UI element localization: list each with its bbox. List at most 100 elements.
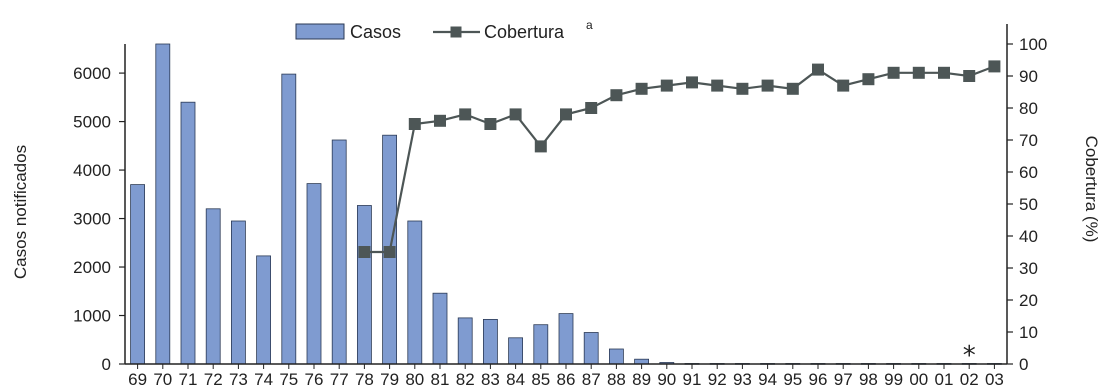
cobertura-point-97	[837, 79, 850, 92]
y-axis-title: Casos notificados	[11, 145, 30, 279]
legend: Casos Cobertura a	[295, 18, 593, 42]
x-tick-label-69: 69	[128, 370, 147, 389]
x-tick-label-89: 89	[632, 370, 651, 389]
cobertura-point-85	[534, 140, 547, 153]
cobertura-point-88	[610, 89, 623, 102]
cobertura-point-91	[686, 76, 698, 89]
x-tick-label-88: 88	[607, 370, 626, 389]
bar-70	[155, 43, 171, 365]
cobertura-point-81	[434, 114, 446, 127]
x-tick-label-84: 84	[506, 370, 525, 389]
y2-axis-title: Cobertura (%)	[1082, 136, 1101, 243]
bar-75	[281, 73, 297, 365]
bar-80	[407, 220, 423, 365]
bar-86	[558, 313, 574, 365]
legend-cobertura-label: Cobertura	[484, 22, 565, 42]
bars-group	[130, 43, 1002, 365]
y2-tick-label-30: 30	[1019, 259, 1038, 278]
x-tick-label-82: 82	[456, 370, 475, 389]
cobertura-point-94	[761, 79, 774, 92]
x-tick-label-98: 98	[859, 370, 878, 389]
x-tick-label-81: 81	[431, 370, 450, 389]
x-tick-label-93: 93	[733, 370, 752, 389]
cobertura-point-89	[635, 82, 648, 95]
x-tick-label-83: 83	[481, 370, 500, 389]
cobertura-point-00	[912, 66, 925, 79]
cobertura-point-84	[509, 108, 522, 121]
line-group	[358, 60, 1001, 258]
x-tick-label-97: 97	[834, 370, 853, 389]
x-tick-label-86: 86	[557, 370, 576, 389]
x-tick-label-71: 71	[179, 370, 198, 389]
x-tick-label-85: 85	[531, 370, 550, 389]
x-tick-label-02: 02	[960, 370, 979, 389]
bar-71	[180, 101, 196, 365]
cobertura-point-87	[585, 102, 598, 114]
cobertura-point-79	[383, 246, 396, 258]
y-tick-label-1000: 1000	[73, 307, 111, 326]
y2-tick-label-10: 10	[1019, 323, 1038, 342]
x-tick-label-79: 79	[380, 370, 399, 389]
cobertura-point-95	[786, 82, 799, 95]
cobertura-point-03	[988, 60, 1001, 73]
y2-tick-label-50: 50	[1019, 195, 1038, 214]
bar-69	[130, 184, 146, 365]
y-tick-label-4000: 4000	[73, 161, 111, 180]
x-tick-label-77: 77	[330, 370, 349, 389]
cobertura-point-78	[358, 246, 371, 258]
legend-casos-label: Casos	[350, 22, 401, 42]
bar-85	[533, 324, 549, 365]
x-tick-label-92: 92	[708, 370, 727, 389]
cobertura-point-83	[484, 118, 497, 130]
x-tick-label-01: 01	[935, 370, 954, 389]
cobertura-point-99	[887, 66, 900, 79]
x-tick-label-99: 99	[884, 370, 903, 389]
x-tick-label-00: 00	[909, 370, 928, 389]
cobertura-point-93	[736, 82, 749, 95]
y-tick-label-0: 0	[102, 355, 111, 374]
y2-tick-label-0: 0	[1019, 355, 1028, 374]
y2-tick-label-70: 70	[1019, 131, 1038, 150]
cobertura-point-98	[862, 73, 875, 86]
bar-78	[356, 205, 372, 365]
y2-tick-label-20: 20	[1019, 291, 1038, 310]
x-tick-label-80: 80	[405, 370, 424, 389]
cobertura-point-96	[812, 63, 824, 76]
cobertura-point-90	[660, 79, 673, 92]
annotation-asterisk: *	[963, 341, 976, 371]
legend-cobertura-marker	[450, 26, 462, 38]
y2-tick-label-100: 100	[1019, 35, 1047, 54]
x-tick-label-75: 75	[279, 370, 298, 389]
x-tick-label-87: 87	[582, 370, 601, 389]
cobertura-point-02	[963, 70, 976, 82]
bar-84	[508, 337, 524, 365]
x-tick-label-96: 96	[809, 370, 828, 389]
bar-77	[331, 139, 347, 365]
bar-88	[609, 348, 624, 365]
bar-76	[306, 183, 322, 365]
cobertura-point-92	[711, 79, 724, 92]
x-tick-label-70: 70	[153, 370, 172, 389]
y-tick-label-2000: 2000	[73, 258, 111, 277]
x-tick-label-76: 76	[305, 370, 324, 389]
axes-group: 0100020003000400050006000010203040506070…	[11, 24, 1101, 389]
cobertura-point-01	[938, 66, 950, 79]
cobertura-line	[364, 65, 995, 254]
legend-cobertura-superscript: a	[586, 18, 593, 32]
y-tick-label-5000: 5000	[73, 113, 111, 132]
legend-casos-swatch	[295, 23, 345, 40]
x-tick-label-74: 74	[254, 370, 273, 389]
bar-83	[482, 318, 498, 365]
y2-tick-label-60: 60	[1019, 163, 1038, 182]
x-tick-label-95: 95	[783, 370, 802, 389]
x-tick-label-94: 94	[758, 370, 777, 389]
cobertura-point-82	[459, 108, 472, 121]
y2-tick-label-40: 40	[1019, 227, 1038, 246]
x-tick-label-90: 90	[657, 370, 676, 389]
bar-72	[205, 208, 221, 365]
y-tick-label-3000: 3000	[73, 210, 111, 229]
bar-82	[457, 317, 473, 365]
x-tick-label-73: 73	[229, 370, 248, 389]
y2-tick-label-90: 90	[1019, 67, 1038, 86]
